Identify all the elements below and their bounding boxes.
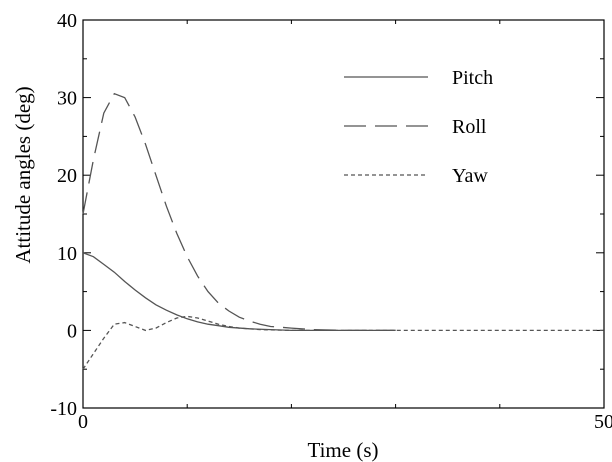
y-axis-label: Attitude angles (deg) xyxy=(11,86,35,263)
y-tick-label: 0 xyxy=(67,320,77,342)
plot-frame xyxy=(82,19,605,409)
series-lines xyxy=(82,92,604,370)
plot-border xyxy=(82,19,605,409)
legend-label-pitch: Pitch xyxy=(452,67,493,89)
x-tick-label: 0 xyxy=(78,411,88,433)
y-tick-label: 30 xyxy=(57,88,77,110)
series-line-roll xyxy=(82,92,396,332)
y-tick-label: 20 xyxy=(57,165,77,187)
series-line-pitch xyxy=(82,252,396,332)
y-tick-label: -10 xyxy=(50,398,77,420)
series-line-yaw xyxy=(82,315,604,370)
legend-label-yaw: Yaw xyxy=(452,165,488,187)
x-axis-label: Time (s) xyxy=(308,438,379,462)
x-tick-label: 50 xyxy=(594,411,612,433)
y-tick-label: 10 xyxy=(57,243,77,265)
axis-ticks xyxy=(82,19,605,409)
legend: Pitch Roll Yaw xyxy=(344,67,493,187)
legend-label-roll: Roll xyxy=(452,116,487,138)
y-tick-label: 40 xyxy=(57,10,77,32)
